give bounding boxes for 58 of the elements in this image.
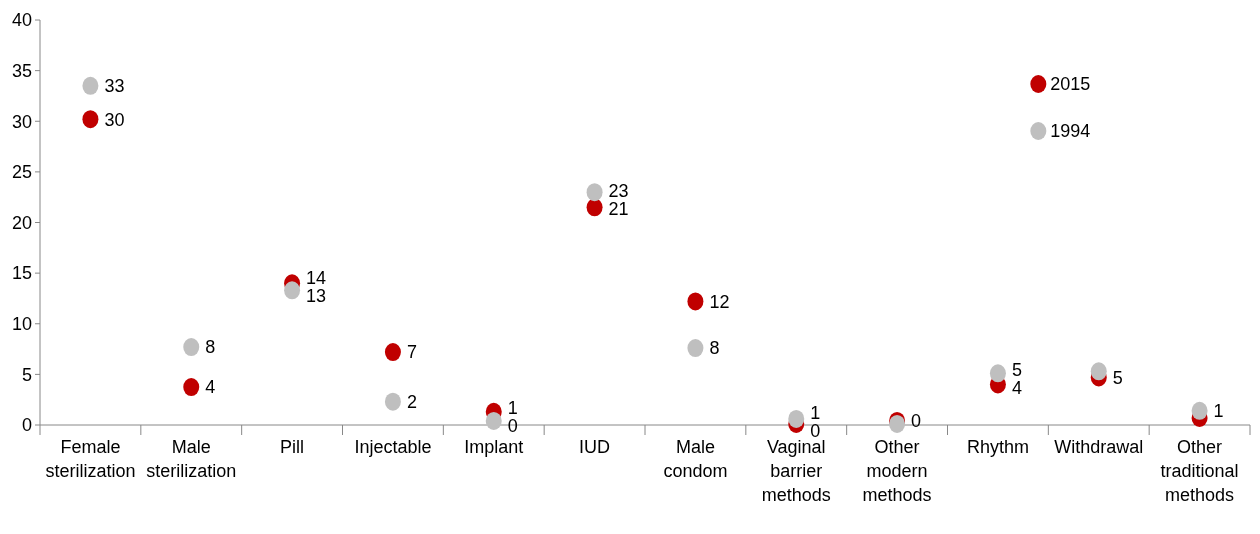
point [485, 411, 502, 430]
legend-label: 1994 [1050, 121, 1091, 142]
y-tick-label: 25 [11, 162, 32, 183]
data-label: 2 [406, 392, 417, 413]
point [586, 183, 603, 202]
x-tick-label: Rhythm [966, 437, 1029, 457]
point [183, 338, 200, 357]
point [1191, 401, 1208, 420]
y-tick-label: 20 [11, 212, 32, 233]
data-label: 30 [104, 109, 125, 130]
point [1090, 362, 1107, 381]
x-tick-label: Withdrawal [1054, 437, 1144, 457]
point [687, 339, 704, 358]
data-label: 23 [608, 181, 629, 202]
y-tick-label: 5 [21, 364, 32, 385]
data-label: 1 [810, 402, 821, 423]
y-tick-label: 10 [11, 314, 32, 335]
data-label: 5 [1112, 367, 1123, 388]
x-tick-label: Other traditional methods [1160, 437, 1239, 505]
point [384, 392, 401, 411]
x-tick-label: Female sterilization [45, 437, 136, 481]
data-label: 12 [709, 291, 730, 312]
x-tick-label: Male sterilization [146, 437, 237, 481]
data-label: 14 [306, 268, 327, 289]
point [384, 343, 401, 362]
data-label: 8 [205, 337, 216, 358]
data-label: 1 [507, 397, 518, 418]
y-tick-label: 0 [21, 415, 32, 436]
data-label: 5 [1011, 360, 1022, 381]
point [989, 364, 1006, 383]
y-tick-label: 40 [11, 10, 32, 31]
point [82, 110, 99, 129]
x-tick-label: Injectable [354, 437, 432, 457]
data-label: 21 [608, 199, 629, 220]
data-label: 4 [1011, 378, 1022, 399]
data-label: 0 [507, 415, 518, 436]
data-label: 33 [104, 76, 125, 97]
data-label: 0 [911, 411, 922, 432]
data-label: 4 [205, 377, 216, 398]
x-tick-label: IUD [579, 437, 611, 457]
data-label: 7 [406, 342, 417, 363]
x-tick-label: Implant [464, 437, 524, 457]
point [586, 198, 603, 217]
point [687, 292, 704, 311]
point [82, 76, 99, 95]
x-tick-label: Male condom [663, 437, 728, 481]
y-tick-label: 35 [11, 60, 32, 81]
x-tick-label: Other modern methods [862, 437, 932, 505]
data-label: 8 [709, 338, 720, 359]
point [788, 409, 805, 428]
x-tick-label: Pill [280, 437, 305, 457]
y-tick-label: 15 [11, 263, 32, 284]
point [183, 378, 200, 397]
legend-label: 2015 [1050, 74, 1091, 95]
data-label: 1 [1213, 401, 1224, 422]
data-label: 13 [306, 286, 327, 307]
y-tick-label: 30 [11, 111, 32, 132]
point [284, 281, 301, 300]
